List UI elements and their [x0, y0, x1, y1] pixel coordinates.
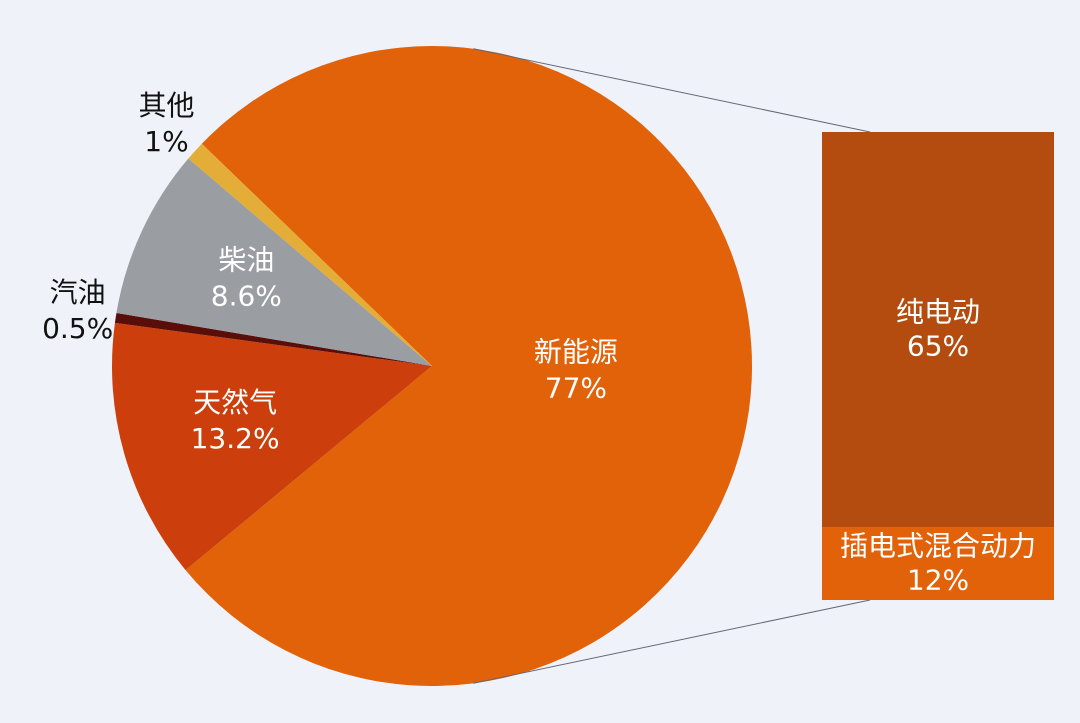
slice-value: 8.6%: [211, 280, 282, 313]
pie-slice: [114, 312, 433, 366]
segment-label: 纯电动: [896, 296, 980, 329]
slice-value: 1%: [144, 125, 188, 158]
pie-slice: [188, 143, 432, 366]
slice-label: 汽油: [50, 276, 106, 309]
pie-slice: [116, 158, 432, 366]
pie-slice: [111, 322, 432, 571]
connector: [473, 48, 871, 133]
bar-segment: [822, 527, 1054, 600]
slice-label: 天然气: [193, 386, 277, 419]
bar-segment: [822, 132, 1054, 528]
segment-label: 插电式混合动力: [840, 530, 1036, 563]
segment-value: 12%: [907, 564, 969, 597]
segment-value: 65%: [907, 330, 969, 363]
slice-value: 0.5%: [42, 312, 113, 345]
slice-value: 13.2%: [191, 422, 280, 455]
pie-slice: [185, 46, 752, 687]
connector: [473, 599, 871, 684]
slice-label: 新能源: [534, 335, 618, 368]
slice-value: 77%: [545, 371, 607, 404]
slice-label: 其他: [139, 89, 195, 122]
slice-label: 柴油: [218, 244, 274, 277]
